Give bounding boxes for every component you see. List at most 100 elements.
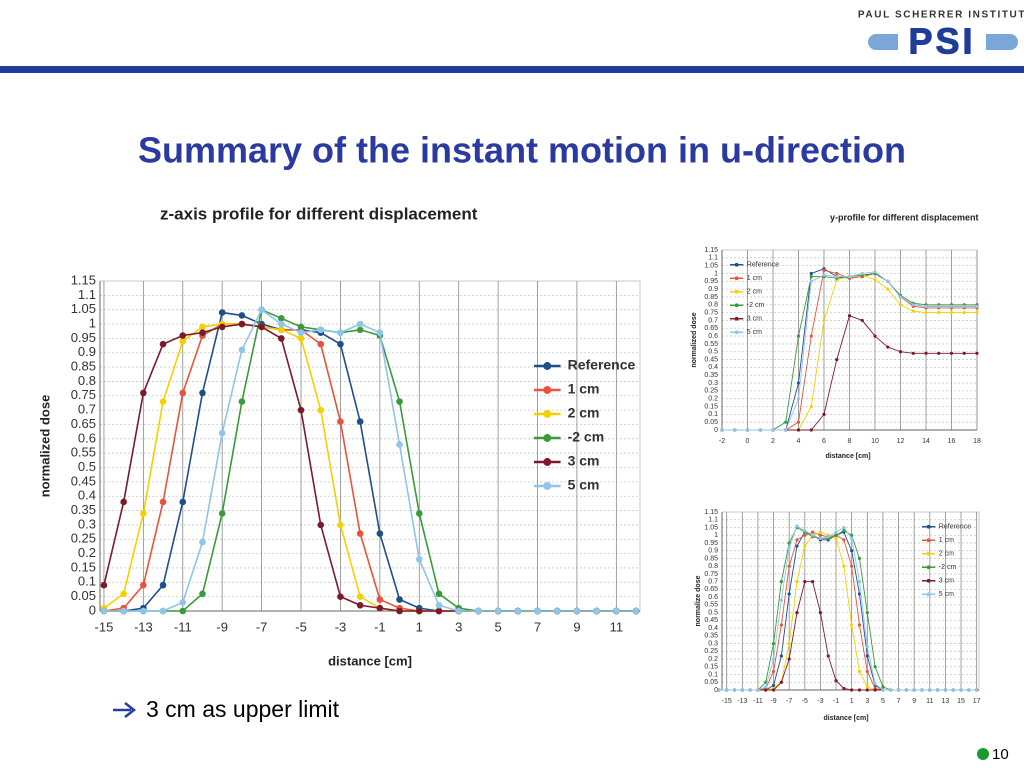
- legend-label: 5 cm: [747, 329, 762, 336]
- data-point: [514, 607, 522, 615]
- data-point: [337, 521, 344, 529]
- x-tick-label: -3: [335, 619, 347, 634]
- data-point: [809, 404, 813, 409]
- data-point: [415, 607, 423, 615]
- data-point: [238, 346, 246, 354]
- data-point: [593, 607, 600, 615]
- x-tick-label: 5: [494, 619, 501, 634]
- data-point: [962, 311, 966, 315]
- y-tick-label: 0.75: [704, 309, 718, 316]
- y-tick-label: 0.65: [71, 416, 96, 431]
- x-tick-label: 13: [942, 698, 950, 705]
- data-point: [865, 645, 869, 649]
- data-point: [140, 510, 147, 517]
- page-number: 10: [992, 746, 1009, 763]
- y-tick-label: 0.7: [708, 317, 718, 324]
- x-tick-label: -7: [256, 619, 268, 634]
- data-point: [179, 337, 187, 345]
- data-point: [795, 538, 799, 542]
- y-tick-label: 0.75: [71, 387, 96, 402]
- data-point: [826, 535, 830, 539]
- data-point: [796, 397, 801, 401]
- data-point: [811, 533, 815, 537]
- y-tick-label: 0.5: [78, 459, 96, 474]
- data-point: [140, 607, 147, 615]
- x-tick-label: 11: [926, 698, 933, 705]
- data-point: [771, 683, 776, 687]
- data-point: [959, 688, 963, 692]
- x-tick-label: -5: [802, 698, 808, 705]
- legend-marker: [734, 289, 739, 294]
- x-tick-label: 4: [797, 438, 801, 445]
- legend-label: 3 cm: [747, 316, 762, 323]
- data-point: [842, 528, 846, 533]
- legend-label: 1 cm: [939, 537, 954, 544]
- x-axis-label: distance [cm]: [328, 653, 412, 668]
- data-point: [553, 607, 561, 615]
- data-point: [179, 332, 187, 339]
- x-tick-label: 7: [534, 619, 541, 634]
- legend-label: 3 cm: [568, 453, 600, 469]
- data-point: [278, 315, 285, 322]
- data-point: [842, 686, 846, 691]
- data-point: [758, 428, 762, 432]
- data-point: [834, 536, 838, 540]
- data-point: [159, 581, 167, 589]
- legend-label: 3 cm: [939, 578, 954, 585]
- data-point: [100, 581, 108, 589]
- y-tick-label: 1.05: [704, 262, 718, 269]
- data-point: [218, 323, 226, 331]
- y-tick-label: 0.15: [704, 664, 718, 671]
- y-tick-label: 0.7: [78, 402, 96, 417]
- data-point: [850, 549, 854, 553]
- data-point: [809, 271, 813, 276]
- data-point: [847, 275, 852, 279]
- legend-label: -2 cm: [939, 564, 957, 571]
- data-point: [199, 538, 206, 546]
- data-point: [764, 685, 768, 689]
- y-tick-label: 0.95: [704, 278, 718, 285]
- data-point: [475, 607, 482, 615]
- data-point: [949, 311, 954, 315]
- x-tick-label: -11: [753, 698, 763, 705]
- data-point: [962, 304, 966, 308]
- data-point: [873, 688, 877, 692]
- series-line: [103, 308, 637, 612]
- y-tick-label: 0: [714, 427, 718, 434]
- x-tick-label: 10: [871, 438, 879, 445]
- data-point: [317, 340, 325, 348]
- data-point: [278, 335, 285, 342]
- data-point: [857, 669, 862, 674]
- legend-marker: [926, 565, 931, 570]
- x-tick-label: 9: [573, 619, 580, 634]
- x-tick-label: 14: [922, 438, 930, 445]
- legend-label: 5 cm: [939, 591, 954, 598]
- data-point: [873, 682, 877, 686]
- plot-area: [99, 280, 641, 612]
- x-tick-label: 15: [957, 698, 965, 705]
- data-point: [238, 398, 246, 405]
- x-tick-label: 11: [610, 619, 624, 634]
- x-tick-label: 17: [973, 698, 981, 705]
- data-point: [717, 688, 721, 692]
- data-point: [784, 420, 788, 424]
- data-point: [811, 530, 815, 534]
- data-point: [140, 581, 147, 589]
- legend-label: 1 cm: [747, 275, 762, 282]
- data-point: [356, 530, 364, 537]
- data-point: [396, 607, 403, 615]
- legend-label: 5 cm: [568, 477, 600, 493]
- legend-marker: [543, 386, 552, 394]
- x-tick-label: 12: [897, 438, 905, 445]
- data-point: [834, 530, 838, 534]
- legend-label: 1 cm: [568, 381, 600, 397]
- data-point: [258, 306, 265, 313]
- data-point: [873, 334, 877, 338]
- data-point: [435, 590, 443, 598]
- data-point: [898, 295, 903, 299]
- data-point: [860, 318, 864, 323]
- y-tick-label: 0.7: [708, 578, 718, 585]
- legend-marker: [543, 482, 552, 490]
- x-tick-label: 5: [881, 698, 885, 705]
